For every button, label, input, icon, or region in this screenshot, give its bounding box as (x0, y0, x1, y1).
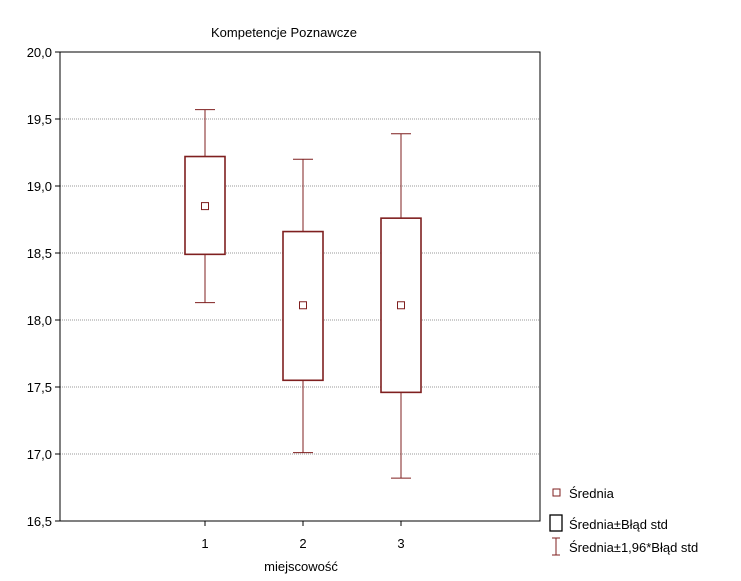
y-tick-label: 17,5 (27, 380, 52, 395)
legend: Średnia Średnia±Błąd std Średnia±1,96*Błąd… (549, 486, 698, 556)
y-tick-label: 19,0 (27, 179, 52, 194)
y-tick-label: 17,0 (27, 447, 52, 462)
plot-border (59, 51, 541, 522)
y-tick-label: 20,0 (27, 45, 52, 60)
x-axis-label: miejscowość (264, 559, 338, 574)
legend-label: Średnia±1,96*Błąd std (569, 540, 698, 555)
mean-marker (299, 301, 307, 310)
mean-marker (397, 301, 405, 310)
chart-title: Kompetencje Poznawcze (211, 25, 357, 40)
x-tick-label: 3 (397, 536, 404, 551)
plot-area: 16,5 17,0 17,5 18,0 18,5 19,0 19,5 20,0 1 2 3 (27, 45, 541, 551)
legend-box-symbol (549, 514, 563, 532)
y-tick-label: 19,5 (27, 112, 52, 127)
legend-label: Średnia (569, 486, 615, 501)
y-tick-label: 18,0 (27, 313, 52, 328)
y-tick-label: 16,5 (27, 514, 52, 529)
y-tick-label: 18,5 (27, 246, 52, 261)
legend-label: Średnia±Błąd std (569, 517, 668, 532)
x-tick-label: 1 (201, 536, 208, 551)
legend-mean-symbol (552, 488, 561, 497)
mean-marker (201, 202, 209, 211)
x-tick-label: 2 (299, 536, 306, 551)
